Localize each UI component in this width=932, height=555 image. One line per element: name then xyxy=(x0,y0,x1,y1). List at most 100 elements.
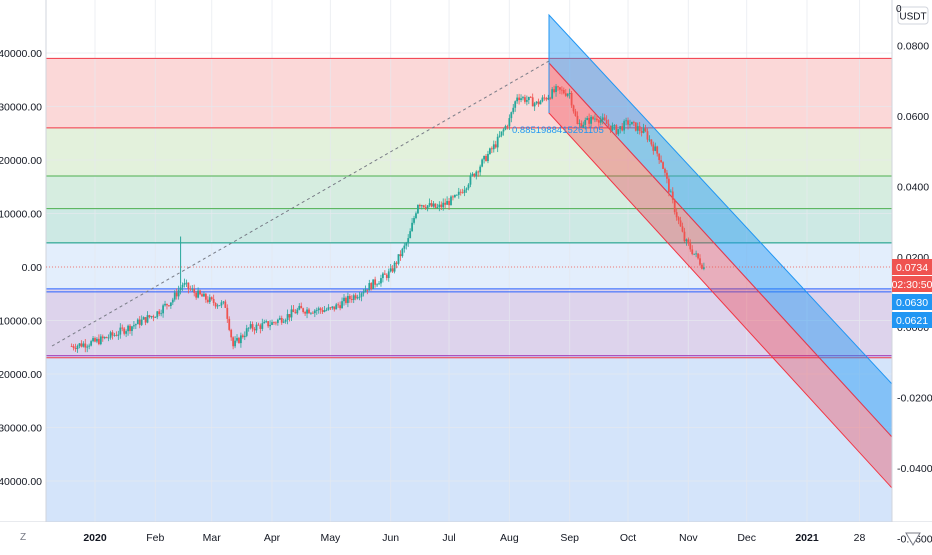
candle-body xyxy=(529,96,532,98)
candle-body xyxy=(699,258,701,265)
price-tag: 0.0621 xyxy=(892,312,932,328)
candle-body xyxy=(222,301,225,303)
left-tick-label: 30000.00 xyxy=(0,102,42,114)
left-price-axis[interactable]: 40000.00 30000.00 20000.00 10000.00 0.00 -100… xyxy=(0,48,42,488)
candle-body xyxy=(80,343,83,347)
candle-body xyxy=(560,89,563,91)
candle-body xyxy=(329,307,332,309)
candle-body xyxy=(236,337,238,341)
candle-body xyxy=(594,118,596,120)
time-tick-label: Jun xyxy=(382,532,399,544)
candle-body xyxy=(498,135,501,137)
candle-body xyxy=(681,226,684,232)
tradingview-logo-icon[interactable] xyxy=(905,532,921,546)
candle-body xyxy=(553,89,556,92)
price-tag-text: 0.0734 xyxy=(896,262,928,274)
candle-body xyxy=(660,160,662,163)
candle-body xyxy=(502,129,505,132)
candle-body xyxy=(327,307,330,310)
candle-body xyxy=(232,337,235,347)
candle-body xyxy=(341,301,343,309)
candle-body xyxy=(107,337,110,339)
right-tick-label: -0.0400 xyxy=(897,463,932,475)
candle-body xyxy=(380,278,382,284)
candle-body xyxy=(572,105,575,112)
candle-body xyxy=(249,324,252,328)
candle-body xyxy=(689,243,692,250)
candle-body xyxy=(323,310,326,312)
candle-body xyxy=(212,298,215,304)
candle-body xyxy=(253,329,256,331)
candle-body xyxy=(366,289,369,291)
candle-body xyxy=(590,116,592,124)
candle-body xyxy=(121,327,124,329)
candle-body xyxy=(675,212,678,218)
candle-body xyxy=(226,307,229,319)
candle-body xyxy=(321,310,324,312)
fib-zones-layer xyxy=(46,58,892,522)
candle-body xyxy=(383,273,386,275)
candle-body xyxy=(78,343,81,346)
candle-body xyxy=(103,337,106,339)
candle-body xyxy=(687,239,690,244)
candle-body xyxy=(432,203,435,207)
candle-body xyxy=(541,97,544,102)
left-tick-label: -10000.00 xyxy=(0,316,42,328)
right-tick-label: 0.0400 xyxy=(897,181,929,193)
candle-body xyxy=(638,126,641,131)
candle-body xyxy=(409,231,412,239)
candle-body xyxy=(693,253,696,255)
candle-body xyxy=(76,345,79,350)
candle-body xyxy=(290,309,293,318)
candle-body xyxy=(298,305,301,310)
time-tick-label: 2021 xyxy=(795,532,819,544)
time-axis[interactable]: 2020 Feb Mar Apr May Jun Jul Aug Sep Oct Nov Dec 202… xyxy=(83,532,865,544)
candle-body xyxy=(352,295,355,301)
candle-body xyxy=(228,318,231,330)
channel-label: 0.8851988415261105 xyxy=(512,125,604,136)
price-tag-text: 0.0621 xyxy=(896,315,928,327)
candle-body xyxy=(701,264,703,269)
candle-body xyxy=(171,299,174,303)
time-axis-bg[interactable] xyxy=(0,522,932,550)
candle-body xyxy=(197,290,200,298)
currency-badge[interactable]: USDT xyxy=(897,6,929,25)
candle-body xyxy=(407,238,410,244)
candle-body xyxy=(697,253,699,259)
candle-body xyxy=(584,119,587,125)
candle-body xyxy=(348,296,351,300)
candle-body xyxy=(654,146,657,151)
candle-body xyxy=(160,313,163,315)
candle-body xyxy=(627,120,629,125)
candle-body xyxy=(300,305,303,309)
candle-body xyxy=(241,335,244,338)
candle-body xyxy=(644,128,647,132)
candle-body xyxy=(255,324,258,331)
right-tick-label: 0.0600 xyxy=(897,111,929,123)
candle-body xyxy=(385,274,388,279)
candle-body xyxy=(586,117,589,120)
candles-layer xyxy=(70,83,705,353)
candle-body xyxy=(191,288,194,290)
candle-body xyxy=(455,194,458,196)
timezone-z-icon[interactable]: Z xyxy=(20,532,26,543)
candle-body xyxy=(636,126,639,131)
candle-body xyxy=(658,153,661,161)
candle-body xyxy=(263,321,266,324)
candle-body xyxy=(72,346,75,349)
candle-body xyxy=(282,321,285,323)
candle-body xyxy=(617,129,620,135)
candle-body xyxy=(453,194,456,198)
candle-body xyxy=(113,334,116,336)
candle-body xyxy=(508,118,511,127)
candle-body xyxy=(115,334,118,336)
candle-body xyxy=(582,124,585,128)
candle-body xyxy=(333,306,336,310)
candle-body xyxy=(424,207,427,209)
candle-body xyxy=(545,98,548,100)
candle-body xyxy=(177,290,180,297)
price-tag-bg xyxy=(892,294,932,310)
price-tag-bg xyxy=(892,312,932,328)
candle-body xyxy=(271,322,273,325)
